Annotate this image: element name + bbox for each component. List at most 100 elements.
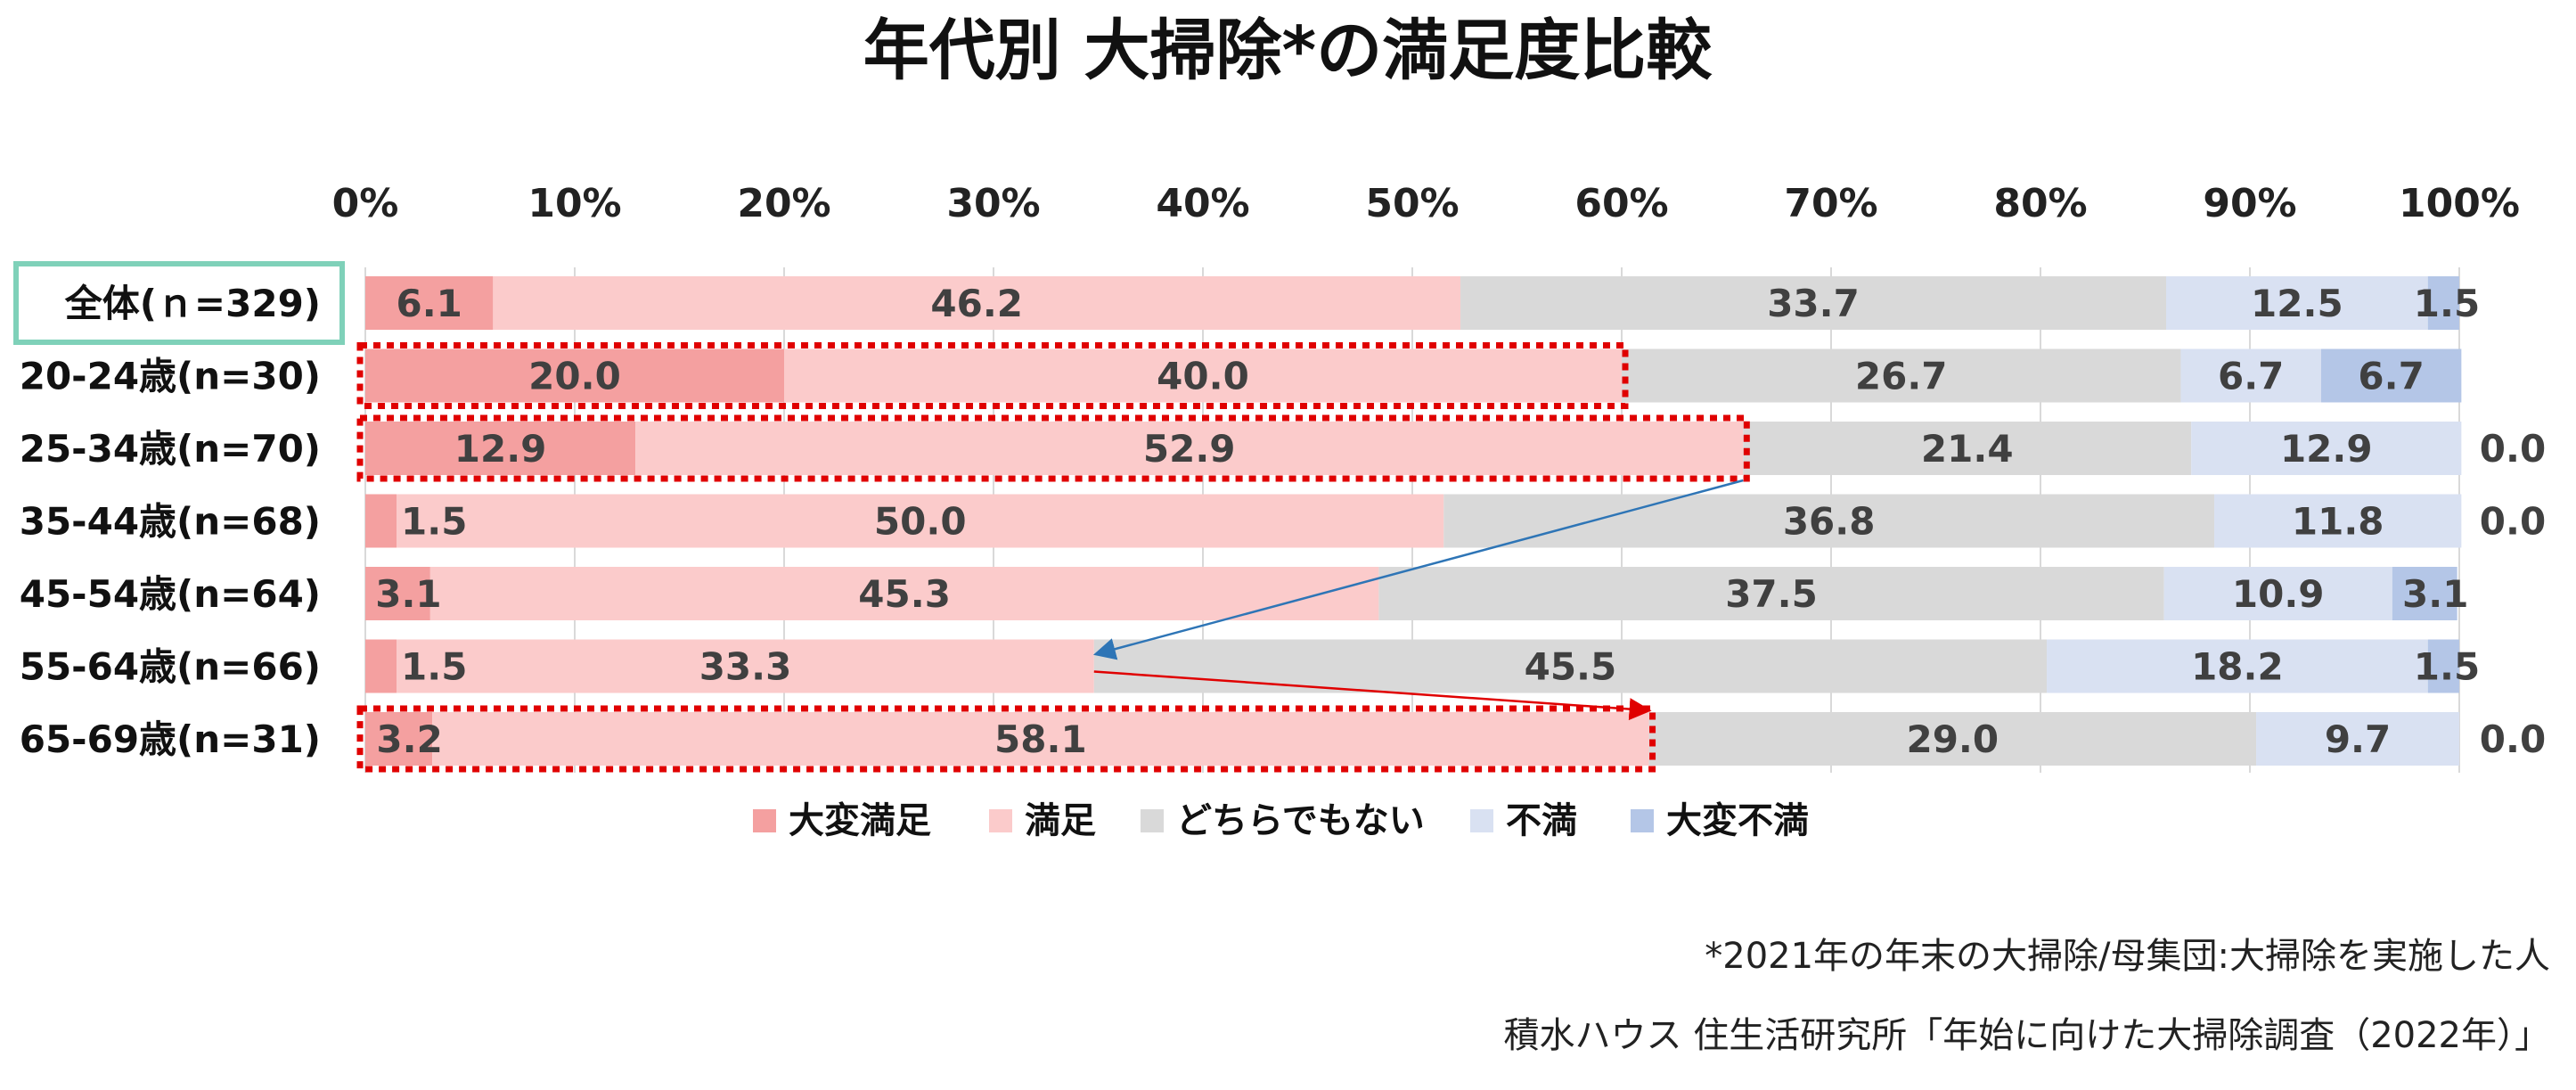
data-label: 37.5 xyxy=(1725,572,1818,616)
legend-label: どちらでもない xyxy=(1176,800,1425,841)
bar-segment xyxy=(397,639,1094,693)
x-tick-label: 70% xyxy=(1784,181,1877,226)
bar-segment xyxy=(1743,422,2192,475)
bar-segment xyxy=(2163,567,2392,620)
data-label: 10.9 xyxy=(2232,572,2325,616)
bar-segment xyxy=(2214,494,2462,548)
bar-segment xyxy=(635,422,1744,475)
x-tick-label: 90% xyxy=(2203,181,2296,226)
data-label: 20.0 xyxy=(528,355,621,398)
data-label: 0.0 xyxy=(2480,717,2546,761)
legend-swatch xyxy=(989,809,1012,832)
data-labels: 6.1 46.2 33.7 12.5 1.5 20.0 40.0 26.7 6.7 6.7 12.9… xyxy=(375,282,2546,761)
highlight-box xyxy=(13,261,345,345)
trend-arrow xyxy=(1092,479,1744,660)
dotted-outline xyxy=(356,705,1656,773)
legend: 大変満足 満足 どちらでもない 不満 大変不満 xyxy=(753,800,1809,841)
category-label: 20-24歳(n=30) xyxy=(20,355,321,398)
legend-label: 不満 xyxy=(1506,800,1577,841)
data-label: 33.3 xyxy=(699,645,792,689)
category-label: 55-64歳(n=66) xyxy=(20,645,321,689)
category-label: 25-34歳(n=70) xyxy=(20,427,321,471)
dotted-outline xyxy=(356,342,1629,409)
bar-segment xyxy=(2191,422,2462,475)
x-tick-label: 20% xyxy=(737,181,830,226)
data-label: 58.1 xyxy=(994,717,1087,761)
legend-swatch xyxy=(753,809,776,832)
data-label: 1.5 xyxy=(401,500,467,544)
legend-label: 満足 xyxy=(1025,800,1096,841)
x-tick-label: 30% xyxy=(946,181,1040,226)
chart-title: 年代別 大掃除*の満足度比較 xyxy=(863,12,1713,89)
data-label: 33.7 xyxy=(1767,282,1860,325)
data-label: 26.7 xyxy=(1855,355,1948,398)
legend-label: 大変不満 xyxy=(1666,800,1809,841)
data-label: 1.5 xyxy=(2414,645,2480,689)
data-label: 3.2 xyxy=(376,717,442,761)
bar-segment xyxy=(365,639,397,693)
legend-swatch xyxy=(1631,809,1654,832)
data-label: 3.1 xyxy=(375,572,441,616)
category-labels: 全体(ｎ=329) 20-24歳(n=30) 25-34歳(n=70) 35-44歳(… xyxy=(20,282,321,761)
data-label: 6.7 xyxy=(2358,355,2424,398)
bar-segment xyxy=(397,494,1444,548)
legend-swatch xyxy=(1141,809,1164,832)
bar-segment xyxy=(1093,639,2048,693)
bar-segment xyxy=(365,494,397,548)
data-label: 12.9 xyxy=(454,427,547,471)
bar-segment xyxy=(429,567,1379,620)
bar-segment xyxy=(2047,639,2428,693)
bar-segment xyxy=(2320,348,2462,403)
bar-segment xyxy=(365,348,784,403)
bar-segment xyxy=(1378,567,2164,620)
bar-segment xyxy=(1443,494,2215,548)
bar-segment xyxy=(365,276,494,330)
dotted-outline xyxy=(356,414,1750,482)
data-label: 6.7 xyxy=(2218,355,2284,398)
data-label: 0.0 xyxy=(2480,427,2546,471)
category-label: 35-44歳(n=68) xyxy=(20,500,321,544)
bar-segment xyxy=(784,348,1622,403)
bar-segment xyxy=(493,276,1461,330)
data-label: 1.5 xyxy=(401,645,467,689)
category-label: 45-54歳(n=64) xyxy=(20,572,321,616)
x-tick-label: 50% xyxy=(1365,181,1459,226)
x-tick-label: 100% xyxy=(2399,181,2520,226)
data-label: 12.9 xyxy=(2280,427,2373,471)
data-label: 52.9 xyxy=(1143,427,1236,471)
footnote: *2021年の年末の大掃除/母集団:大掃除を実施した人 xyxy=(1705,936,2550,977)
bar-segment xyxy=(432,712,1649,766)
legend-swatch xyxy=(1470,809,1493,832)
bar-segment xyxy=(2427,276,2459,330)
trend-arrow xyxy=(1093,670,1652,721)
x-tick-label: 60% xyxy=(1574,181,1668,226)
annotations xyxy=(13,261,1750,773)
category-label: 65-69歳(n=31) xyxy=(20,717,321,761)
bar-segment xyxy=(365,422,636,475)
data-label: 18.2 xyxy=(2191,645,2284,689)
data-label: 40.0 xyxy=(1157,355,1249,398)
x-axis-ticks: 0% 10% 20% 30% 40% 50% 60% 70% 80% 90% 100% xyxy=(332,181,2520,226)
data-label: 3.1 xyxy=(2402,572,2468,616)
data-label: 36.8 xyxy=(1783,500,1876,544)
data-label: 50.0 xyxy=(874,500,967,544)
data-label: 6.1 xyxy=(396,282,462,325)
x-tick-label: 0% xyxy=(332,181,399,226)
data-label: 1.5 xyxy=(2414,282,2480,325)
source-credit: 積水ハウス 住生活研究所「年始に向けた大掃除調査（2022年）」 xyxy=(1503,1015,2550,1056)
bar-segment xyxy=(1460,276,2166,330)
data-label: 9.7 xyxy=(2325,717,2391,761)
data-label: 45.5 xyxy=(1525,645,1617,689)
x-tick-label: 80% xyxy=(1993,181,2087,226)
data-label: 0.0 xyxy=(2480,500,2546,544)
bar-segment xyxy=(2392,567,2457,620)
bar-segment xyxy=(2180,348,2321,403)
data-label: 12.5 xyxy=(2251,282,2343,325)
x-tick-label: 40% xyxy=(1156,181,1249,226)
data-label: 46.2 xyxy=(930,282,1023,325)
bar-segment xyxy=(365,567,430,620)
bar-segment xyxy=(2166,276,2428,330)
bar-segment xyxy=(2427,639,2459,693)
data-label: 45.3 xyxy=(858,572,951,616)
